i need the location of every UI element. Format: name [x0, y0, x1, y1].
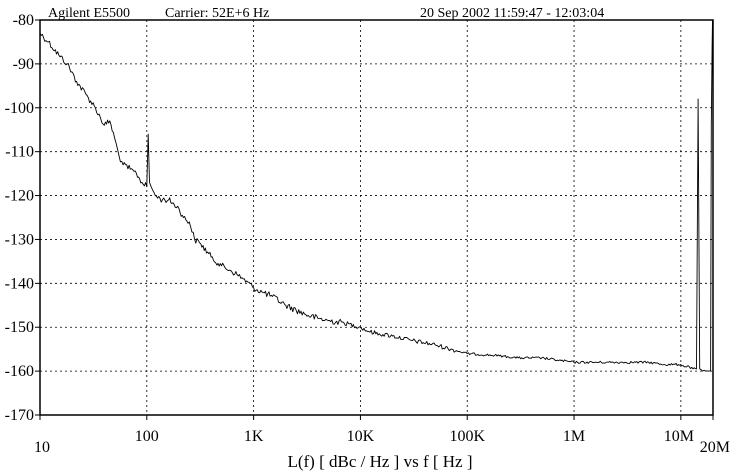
x-tick-label: 10K: [347, 428, 375, 445]
y-tick-label: -100: [5, 100, 34, 117]
header-carrier: Carrier: 52E+6 Hz: [165, 6, 269, 21]
series-group: [39, 19, 714, 372]
y-tick-label: -80: [13, 12, 34, 29]
x-tick-label: 100: [135, 428, 159, 445]
x-tick-label: 1M: [563, 428, 585, 445]
y-tick-label: -120: [5, 188, 34, 205]
y-tick-labels: -80 -90 -100 -110 -120 -130 -140 -150 -160 -170: [5, 12, 34, 424]
plot-frame: [39, 19, 714, 416]
header-instrument: Agilent E5500: [48, 6, 130, 21]
x-tick-label: 10M: [664, 428, 694, 445]
y-tick-label: -130: [5, 231, 34, 248]
header-datetime: 20 Sep 2002 11:59:47 - 12:03:04: [420, 6, 604, 21]
y-tick-label: -110: [5, 144, 34, 161]
x-tick-label: 100K: [449, 428, 485, 445]
y-tick-label: -160: [5, 363, 34, 380]
series-line: [39, 19, 714, 372]
y-tick-label: -140: [5, 275, 34, 292]
x-tick-label: 20M: [700, 439, 730, 456]
y-tick-label: -150: [5, 319, 34, 336]
x-tick-label: 1K: [244, 428, 264, 445]
y-tick-label: -170: [5, 407, 34, 424]
x-tick-labels: 10 100 1K 10K 100K 1M 10M 20M: [34, 428, 730, 456]
x-tick-label: 10: [34, 439, 50, 456]
x-axis-label: L(f) [ dBc / Hz ] vs f [ Hz ]: [287, 452, 472, 471]
grid-lines: [35, 19, 714, 420]
y-tick-label: -90: [13, 56, 34, 73]
